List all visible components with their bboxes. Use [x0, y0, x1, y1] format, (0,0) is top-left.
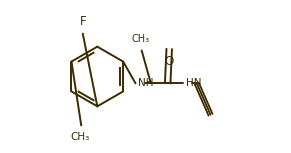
Text: NH: NH — [138, 78, 154, 88]
Text: F: F — [79, 15, 86, 28]
Text: CH₃: CH₃ — [132, 34, 150, 44]
Text: CH₃: CH₃ — [70, 132, 89, 142]
Text: HN: HN — [186, 78, 201, 88]
Text: O: O — [165, 55, 174, 68]
